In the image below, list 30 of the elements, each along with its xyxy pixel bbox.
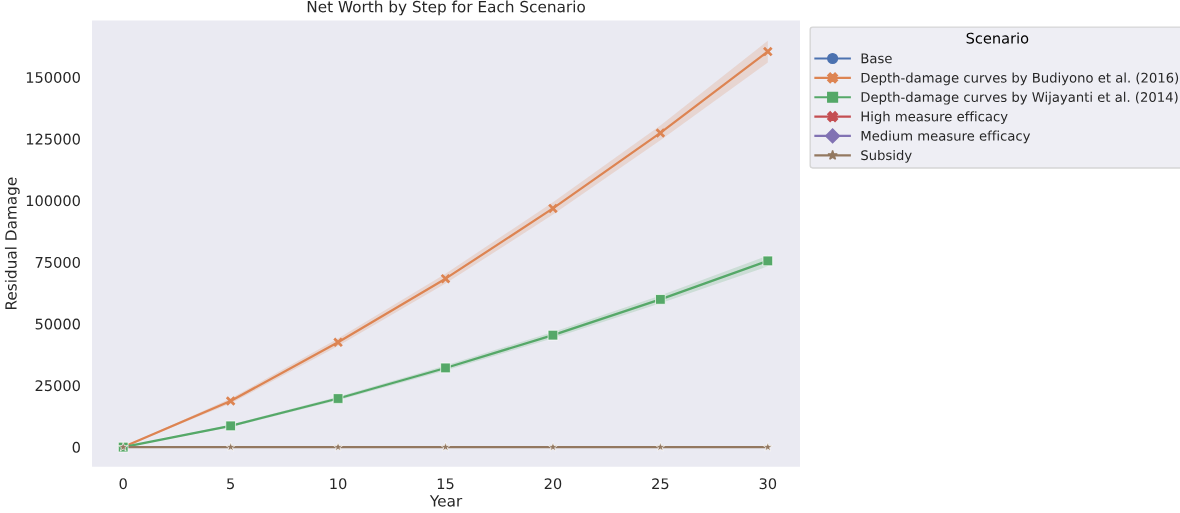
x-tick-label: 10 — [330, 478, 347, 490]
point — [762, 46, 773, 57]
x-tick-label: 0 — [119, 478, 127, 490]
y-tick-label: 125000 — [26, 133, 80, 145]
point — [225, 395, 236, 407]
x-tick-label: 5 — [227, 478, 234, 490]
x-tick-label: 30 — [759, 478, 777, 490]
x-tick-label: 20 — [544, 478, 562, 490]
legend-label: Depth-damage curves by Wijayanti et al. (2014) — [861, 91, 1178, 105]
y-tick-label: 75000 — [35, 256, 80, 268]
x-tick-label: 15 — [437, 478, 454, 490]
point — [332, 337, 344, 348]
legend-title: Scenario — [966, 32, 1029, 44]
y-tick-label: 150000 — [26, 71, 80, 83]
legend-label: Subsidy — [861, 149, 912, 163]
legend-label: Medium measure efficacy — [861, 130, 1031, 144]
y-tick-label: 0 — [72, 441, 80, 453]
y-tick-label: 25000 — [35, 380, 80, 392]
point — [547, 203, 559, 214]
legend-label: Depth-damage curves by Budiyono et al. (2016) — [861, 72, 1179, 86]
x-tick-label: 25 — [652, 478, 669, 490]
x-axis-title: Year — [429, 495, 463, 507]
y-axis-title: Residual Damage — [4, 177, 20, 310]
legend-label: Base — [861, 53, 892, 64]
y-tick-label: 50000 — [35, 318, 80, 330]
chart-title: Net Worth by Step for Each Scenario — [307, 0, 585, 16]
y-tick-label: 100000 — [26, 195, 80, 207]
point — [655, 127, 666, 139]
point — [440, 273, 451, 284]
legend-label: High measure efficacy — [861, 111, 1008, 124]
